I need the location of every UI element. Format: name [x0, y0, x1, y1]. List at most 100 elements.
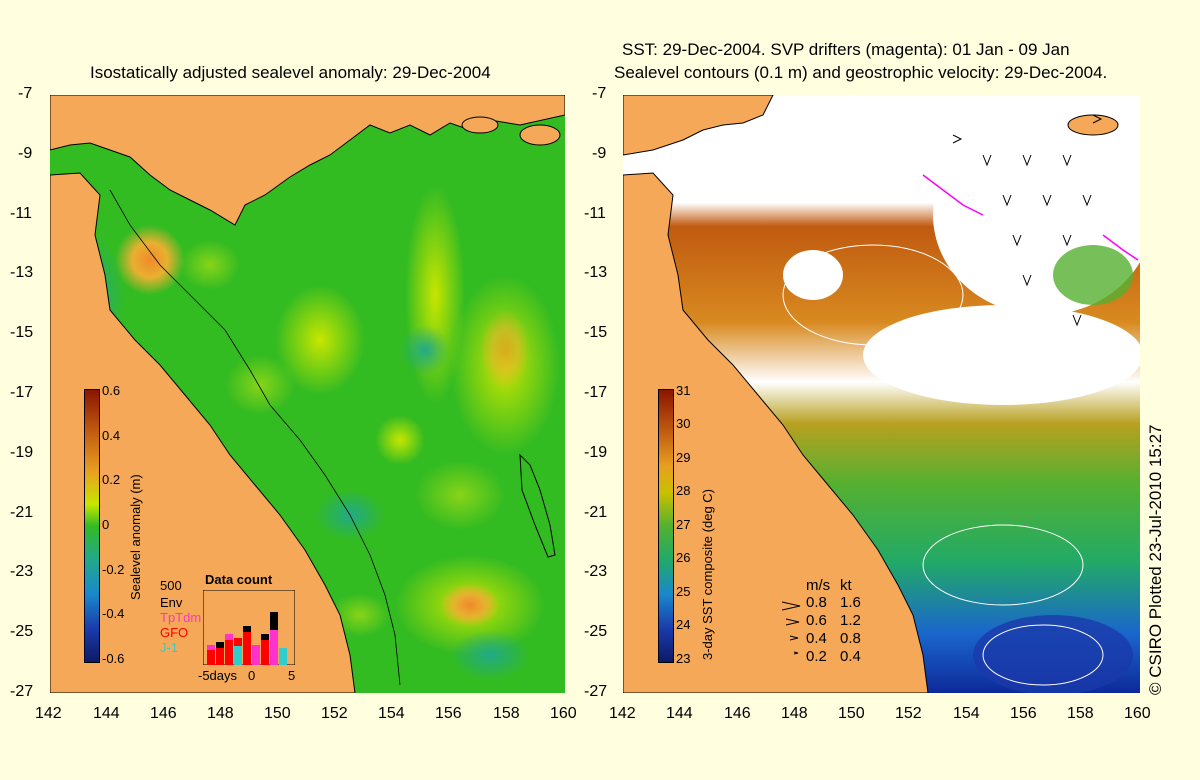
right-map-title-line1: SST: 29-Dec-2004. SVP drifters (magenta)… [622, 40, 1070, 59]
lat-tick: -17 [584, 384, 608, 401]
sealevel-colorbar [84, 389, 100, 663]
lon-tick: 152 [895, 705, 922, 722]
lat-tick: -21 [584, 504, 608, 521]
anomaly-high-patch [180, 240, 240, 290]
anomaly-high-patch [115, 225, 185, 295]
lon-tick: 158 [1067, 705, 1094, 722]
source-j1: J-1 [160, 640, 179, 655]
colorbar-tick: 0.4 [102, 428, 121, 443]
source-tptdm: TpTdm [160, 610, 202, 625]
drifter-track [1102, 234, 1139, 261]
colorbar-tick: 26 [676, 550, 691, 565]
lat-tick: -25 [10, 623, 34, 640]
geostrophic-velocity-arrows [952, 114, 1103, 327]
right-map-title-line2: Sealevel contours (0.1 m) and geostrophi… [614, 63, 1108, 82]
colorbar-tick: 24 [676, 617, 691, 632]
lat-tick: -19 [584, 444, 608, 461]
lat-tick: -9 [18, 145, 33, 162]
sealevel-map-svg [49, 94, 566, 694]
lon-tick: 148 [207, 705, 234, 722]
source-gfo: GFO [160, 625, 189, 640]
sst-patch [1053, 245, 1133, 305]
lat-tick: -21 [10, 504, 34, 521]
missing-data-gap [783, 250, 843, 300]
velocity-ms: 0.4 [806, 630, 827, 647]
lon-tick: 152 [321, 705, 348, 722]
colorbar-tick: 28 [676, 483, 691, 498]
anomaly-high-patch [330, 593, 390, 637]
lon-tick: 158 [493, 705, 520, 722]
left-map-title: Isostatically adjusted sealevel anomaly:… [90, 63, 491, 82]
colorbar-tick: 27 [676, 517, 691, 532]
drifter-track [922, 174, 984, 216]
colorbar-tick: 23 [676, 651, 691, 666]
australia-landmass [49, 172, 356, 694]
colorbar-tick: -0.4 [102, 606, 125, 621]
lon-tick: 142 [609, 705, 636, 722]
anomaly-high-patch [440, 583, 500, 627]
lon-tick: 142 [35, 705, 62, 722]
histogram-axis-label: -5days [198, 668, 238, 683]
sst-map-svg [622, 94, 1153, 695]
lat-tick: -13 [584, 264, 608, 281]
lat-tick: -25 [584, 623, 608, 640]
anomaly-high-patch [275, 285, 365, 395]
lat-tick: -23 [10, 563, 34, 580]
velocity-kt: 1.6 [840, 594, 861, 611]
sealevel-contour [782, 244, 964, 346]
data-count-title: Data count [205, 572, 273, 587]
colorbar-tick: 29 [676, 450, 691, 465]
velocity-kt: 1.2 [840, 612, 861, 629]
lon-tick: 144 [93, 705, 120, 722]
velocity-header-ms: m/s [806, 577, 831, 594]
lon-tick: 154 [953, 705, 980, 722]
sealevel-anomaly-map [49, 94, 566, 694]
reef-outline [109, 189, 401, 686]
plot-credit: © CSIRO Plotted 23-Jul-2010 15:27 [1146, 424, 1165, 695]
lat-tick: -11 [584, 205, 606, 222]
lat-tick: -27 [584, 683, 608, 700]
new-guinea-landmass [622, 94, 774, 156]
lat-tick: -11 [10, 205, 32, 222]
lon-tick: 160 [550, 705, 577, 722]
histogram-axis-label: 0 [248, 668, 256, 683]
lon-tick: 144 [666, 705, 693, 722]
anomaly-high-patch [225, 355, 295, 415]
colorbar-tick: 25 [676, 584, 691, 599]
island [519, 124, 561, 146]
island [1067, 114, 1119, 136]
lat-tick: -9 [592, 145, 607, 162]
sealevel-colorbar-label: Sealevel anomaly (m) [128, 474, 143, 600]
lon-tick: 156 [435, 705, 462, 722]
lon-tick: 160 [1124, 705, 1151, 722]
lon-tick: 148 [781, 705, 808, 722]
data-count-max: 500 [160, 578, 182, 593]
lat-tick: -7 [592, 85, 607, 102]
colorbar-tick: 30 [676, 416, 691, 431]
sst-colorbar-label: 3-day SST composite (deg C) [700, 489, 715, 660]
lon-tick: 154 [378, 705, 405, 722]
lon-tick: 150 [264, 705, 291, 722]
colorbar-tick: 0.2 [102, 472, 121, 487]
australia-landmass [622, 172, 929, 694]
colorbar-tick: 31 [676, 383, 691, 398]
anomaly-low-patch [400, 325, 450, 375]
sealevel-contour [982, 624, 1104, 686]
lat-tick: -17 [10, 384, 34, 401]
lon-tick: 156 [1010, 705, 1037, 722]
source-env: Env [160, 595, 183, 610]
anomaly-high-patch [375, 415, 425, 465]
velocity-ms: 0.6 [806, 612, 827, 629]
lat-tick: -13 [10, 264, 34, 281]
anomaly-high-patch [415, 460, 505, 530]
lon-tick: 150 [838, 705, 865, 722]
colorbar-tick: -0.2 [102, 562, 125, 577]
velocity-kt: 0.4 [840, 648, 861, 665]
histogram-axis-label: 5 [288, 668, 296, 683]
lat-tick: -23 [584, 563, 608, 580]
anomaly-low-patch [450, 630, 530, 680]
velocity-ms: 0.8 [806, 594, 827, 611]
sst-map [622, 94, 1153, 695]
sealevel-contour [922, 524, 1084, 606]
missing-data-gap [863, 305, 1143, 405]
